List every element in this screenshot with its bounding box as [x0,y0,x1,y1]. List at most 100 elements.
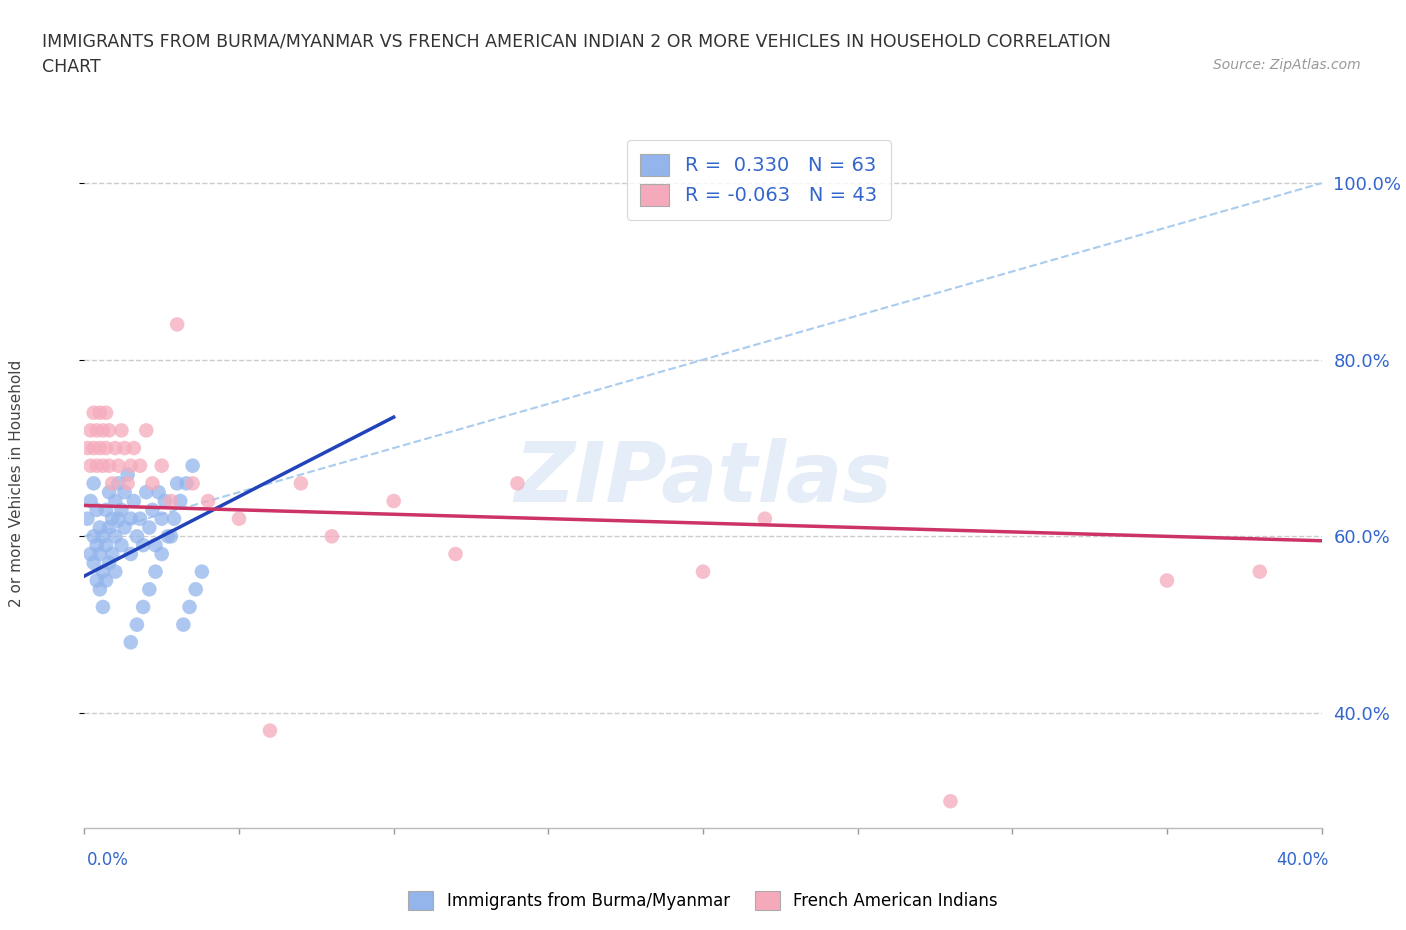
Point [107,458,129,473]
Point [98,458,121,473]
Point [107,512,129,526]
Point [184,582,207,597]
Point [89,520,111,535]
Point [1249,565,1271,579]
Point [76,512,98,526]
Point [76,441,98,456]
Point [939,794,962,809]
Point [98,485,121,499]
Point [86,573,108,588]
Point [91,565,114,579]
Point [89,582,111,597]
Point [107,476,129,491]
Point [150,458,173,473]
Point [120,512,142,526]
Point [120,547,142,562]
Point [91,600,114,615]
Point [117,476,139,491]
Point [110,502,132,517]
Point [98,423,121,438]
Point [135,423,157,438]
Point [89,547,111,562]
Point [176,476,198,491]
Point [117,467,139,482]
Point [104,565,127,579]
Point [110,423,132,438]
Point [145,538,167,552]
Point [122,494,145,509]
Point [382,494,405,509]
Point [166,317,188,332]
Point [160,494,183,509]
Text: ZIPatlas: ZIPatlas [515,438,891,520]
Point [98,520,121,535]
Point [83,529,105,544]
Point [122,441,145,456]
Point [120,635,142,650]
Point [138,520,160,535]
Point [91,423,114,438]
Point [179,600,201,615]
Point [110,538,132,552]
Point [444,547,467,562]
Point [86,538,108,552]
Point [89,405,111,420]
Point [156,529,179,544]
Point [125,529,148,544]
Point [94,405,117,420]
Point [160,529,183,544]
Point [94,538,117,552]
Point [181,458,204,473]
Point [91,529,114,544]
Point [1156,573,1178,588]
Point [321,529,343,544]
Point [101,512,124,526]
Point [98,555,121,570]
Legend: R =  0.330   N = 63, R = -0.063   N = 43: R = 0.330 N = 63, R = -0.063 N = 43 [627,140,891,219]
Point [141,502,163,517]
Point [104,441,127,456]
Point [120,458,142,473]
Point [132,538,155,552]
Point [172,618,194,632]
Point [104,529,127,544]
Point [83,555,105,570]
Point [228,512,250,526]
Point [197,494,219,509]
Legend: Immigrants from Burma/Myanmar, French American Indians: Immigrants from Burma/Myanmar, French Am… [402,884,1004,917]
Point [94,502,117,517]
Point [145,565,167,579]
Point [150,547,173,562]
Point [94,441,117,456]
Point [166,476,188,491]
Text: IMMIGRANTS FROM BURMA/MYANMAR VS FRENCH AMERICAN INDIAN 2 OR MORE VEHICLES IN HO: IMMIGRANTS FROM BURMA/MYANMAR VS FRENCH … [42,33,1111,50]
Point [150,512,173,526]
Text: CHART: CHART [42,58,101,75]
Point [114,520,136,535]
Point [101,476,124,491]
Point [86,423,108,438]
Point [132,600,155,615]
Text: Source: ZipAtlas.com: Source: ZipAtlas.com [1213,58,1361,72]
Point [101,547,124,562]
Point [94,573,117,588]
Point [86,458,108,473]
Point [141,476,163,491]
Point [83,476,105,491]
Point [138,582,160,597]
Point [181,476,204,491]
Point [79,547,101,562]
Point [83,441,105,456]
Point [754,512,776,526]
Point [692,565,714,579]
Point [104,494,127,509]
Point [89,441,111,456]
Point [129,512,152,526]
Point [290,476,312,491]
Point [169,494,191,509]
Point [79,423,101,438]
Point [114,485,136,499]
Point [114,441,136,456]
Point [191,565,214,579]
Point [129,458,152,473]
